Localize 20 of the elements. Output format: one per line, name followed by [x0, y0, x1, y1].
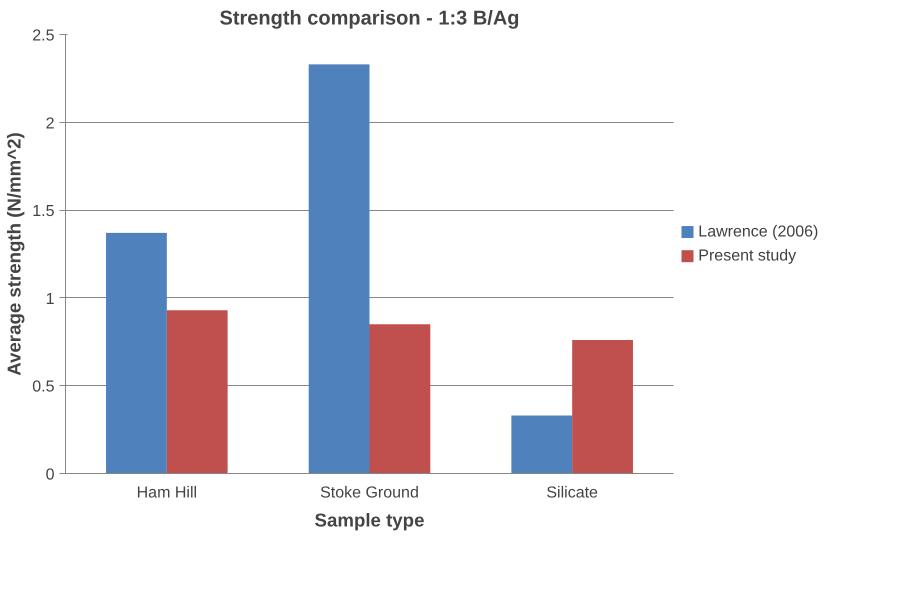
x-tick-label: Stoke Ground	[320, 484, 419, 502]
bar	[572, 340, 633, 474]
y-tick-label: 0	[46, 466, 55, 484]
x-tick-label: Ham Hill	[136, 484, 198, 502]
legend-label: Present study	[698, 248, 796, 265]
bar	[370, 324, 430, 474]
chart-title: Strength comparison - 1:3 B/Ag	[219, 8, 520, 30]
y-tick-label: 0.5	[32, 378, 55, 396]
y-tick-label: 2.5	[32, 28, 55, 44]
bar	[511, 416, 572, 474]
x-tick-label: Silicate	[546, 484, 598, 502]
y-tick-label: 2	[46, 115, 55, 132]
bar	[106, 232, 167, 474]
x-axis-title: Sample type	[314, 510, 424, 530]
y-tick-label: 1	[46, 290, 55, 308]
bar	[308, 64, 370, 474]
legend-label: Lawrence (2006)	[698, 224, 818, 241]
bar	[166, 310, 228, 474]
y-axis-title: Average strength (N/mm^2)	[3, 132, 24, 376]
y-tick-label: 1.5	[32, 203, 55, 220]
